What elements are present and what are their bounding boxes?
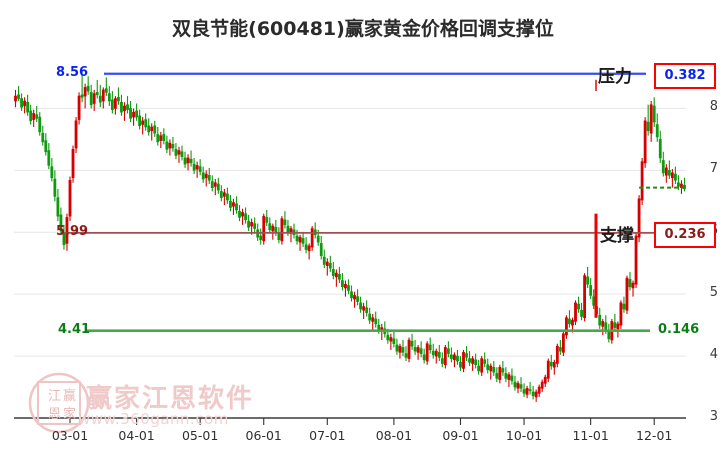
x-axis-tick: 09-01: [442, 428, 479, 443]
svg-text:赢: 赢: [63, 388, 76, 404]
x-axis-tick: 08-01: [375, 428, 413, 443]
level-label-resistance: 8.56: [56, 64, 89, 80]
x-axis-tick: 10-01: [505, 428, 543, 443]
level-label-mid: 5.99: [56, 223, 89, 239]
support-ratio-box[interactable]: 0.236: [654, 221, 716, 248]
resistance-ratio-box[interactable]: 0.382: [654, 62, 716, 89]
level-label-support: 4.41: [58, 321, 91, 337]
x-axis-tick: 05-01: [181, 428, 219, 443]
y-axis-tick: 4: [709, 347, 718, 363]
watermark-brand: 赢家江恩软件: [86, 384, 255, 414]
y-axis-tick: 3: [709, 409, 718, 424]
watermark-url: www.360gann.com: [78, 410, 229, 428]
x-axis-tick: 12-01: [636, 428, 673, 443]
y-axis-tick: 8: [709, 99, 718, 115]
resistance-tag-label: 压力: [598, 66, 632, 87]
support-tag-label: 支撑: [600, 225, 634, 246]
support-ratio-plain: 0.146: [658, 321, 700, 337]
page-title: 双良节能(600481)赢家黄金价格回调支撑位: [172, 18, 554, 40]
x-axis-tick: 03-01: [51, 428, 89, 443]
x-axis-tick: 06-01: [245, 428, 282, 443]
x-axis-tick: 04-01: [118, 428, 155, 443]
x-axis-tick: 07-01: [309, 428, 346, 443]
svg-text:家: 家: [63, 406, 76, 422]
svg-text:江: 江: [48, 389, 61, 404]
watermark-seal-icon: 江 赢 恩 家: [28, 372, 90, 434]
svg-text:恩: 恩: [48, 407, 61, 422]
y-axis-tick: 5: [709, 285, 718, 301]
x-axis-tick: 11-01: [572, 428, 609, 443]
y-axis-tick: 7: [709, 161, 718, 177]
